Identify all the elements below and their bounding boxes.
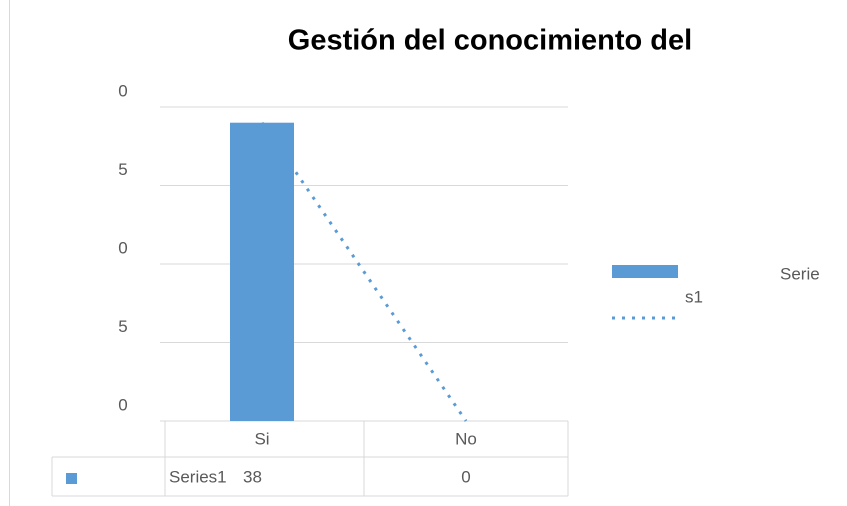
legend-label: s1: [685, 287, 703, 306]
legend-swatch-bar: [612, 265, 678, 278]
table-header: No: [455, 429, 477, 448]
y-tick-label: 0: [118, 395, 127, 414]
table-legend-key: [66, 473, 77, 484]
table-series-name: Series1: [169, 467, 227, 486]
y-tick-label: 0: [118, 238, 127, 257]
legend-label: Serie: [780, 264, 820, 283]
y-tick-label: 0: [118, 81, 127, 100]
chart-title: Gestión del conocimiento del: [288, 25, 692, 57]
data-table-grid: [51, 421, 569, 497]
table-header: Si: [254, 429, 269, 448]
table-value: 38: [243, 467, 262, 486]
table-value: 0: [461, 467, 470, 486]
y-tick-label: 5: [118, 317, 127, 336]
y-tick-label: 5: [118, 160, 127, 179]
line-series: [260, 121, 468, 422]
bar: [230, 122, 294, 421]
